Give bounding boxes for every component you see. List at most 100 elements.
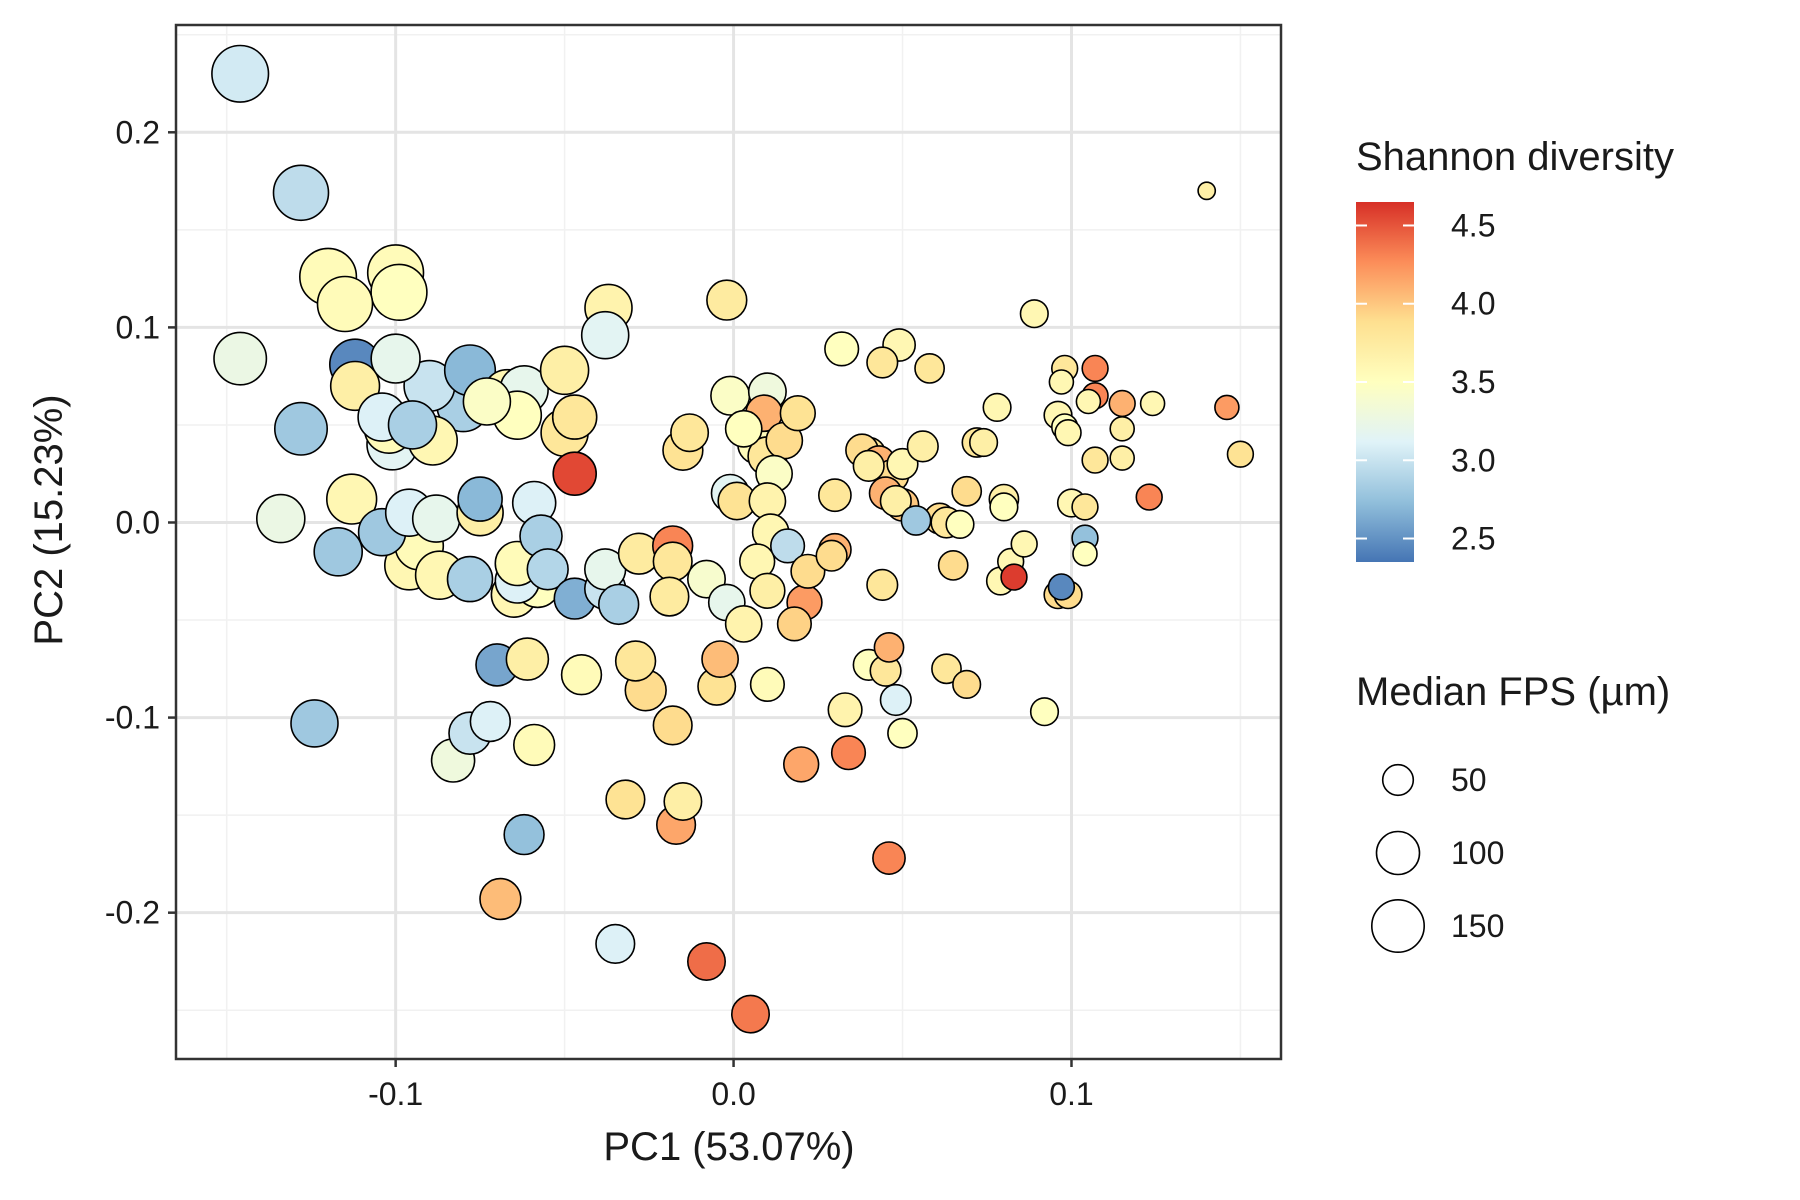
data-point xyxy=(815,539,848,572)
size-legend-key xyxy=(1371,898,1426,953)
data-point xyxy=(457,476,503,522)
data-point xyxy=(1071,493,1099,521)
data-point xyxy=(663,781,703,821)
data-point xyxy=(724,605,763,643)
data-point xyxy=(479,877,522,921)
data-point xyxy=(597,583,640,626)
color-legend-label: 4.5 xyxy=(1451,207,1495,243)
data-point xyxy=(560,653,603,696)
data-points xyxy=(174,23,1283,1061)
data-point xyxy=(614,640,657,682)
data-point xyxy=(701,640,740,679)
data-point xyxy=(1109,415,1135,442)
data-point xyxy=(686,941,726,981)
data-point xyxy=(827,692,863,728)
data-point xyxy=(1081,354,1109,383)
data-point xyxy=(272,164,330,222)
data-point xyxy=(951,475,983,507)
data-point xyxy=(1029,697,1060,727)
data-point xyxy=(710,375,751,416)
data-point xyxy=(1109,445,1135,471)
data-point xyxy=(290,699,339,748)
data-point xyxy=(1226,440,1255,468)
data-point xyxy=(1081,446,1109,474)
data-point xyxy=(539,345,590,396)
data-point xyxy=(446,555,494,603)
data-point xyxy=(313,526,364,577)
y-tick-label: -0.1 xyxy=(105,700,160,736)
data-point xyxy=(724,409,763,448)
data-point xyxy=(945,509,975,540)
size-legend: Median FPS (µm) 50 100 150 xyxy=(1356,670,1670,953)
data-point xyxy=(769,528,806,564)
data-point xyxy=(1197,181,1217,201)
data-point xyxy=(968,427,999,458)
y-axis: -0.2 -0.1 0.0 0.1 0.2 xyxy=(105,114,176,931)
data-point xyxy=(1072,540,1098,567)
y-tick-label: 0.2 xyxy=(116,114,160,150)
data-point xyxy=(879,683,912,717)
data-point xyxy=(818,478,852,513)
data-point xyxy=(326,473,378,525)
data-point xyxy=(503,813,545,856)
x-tick-label: 0.0 xyxy=(711,1076,755,1112)
data-point xyxy=(370,263,428,321)
data-point xyxy=(411,494,461,543)
data-point xyxy=(1214,394,1240,421)
data-point xyxy=(776,606,813,642)
data-point xyxy=(749,572,786,609)
data-point xyxy=(526,548,569,591)
data-point xyxy=(670,413,710,453)
data-point xyxy=(605,779,646,820)
data-point xyxy=(900,505,932,536)
data-point xyxy=(1047,573,1076,601)
x-tick-label: -0.1 xyxy=(368,1076,423,1112)
color-legend-label: 3.5 xyxy=(1451,364,1495,400)
data-point xyxy=(652,541,693,582)
y-tick-label: 0.1 xyxy=(116,309,160,345)
data-point xyxy=(937,550,969,581)
size-legend-label: 100 xyxy=(1451,835,1504,871)
size-legend-label: 50 xyxy=(1451,762,1487,798)
y-axis-title: PC2 (15.23%) xyxy=(27,394,71,645)
color-legend: Shannon diversity 2.5 3.0 3.5 4.0 4.5 xyxy=(1356,135,1674,562)
data-point xyxy=(887,717,918,749)
data-point xyxy=(652,705,693,746)
data-point xyxy=(1048,369,1075,395)
data-point xyxy=(505,637,550,681)
data-point xyxy=(873,632,905,663)
data-point xyxy=(730,994,770,1034)
data-point xyxy=(866,346,899,379)
size-legend-title: Median FPS (µm) xyxy=(1356,670,1670,714)
data-point xyxy=(824,331,860,367)
data-point xyxy=(316,275,374,333)
data-point xyxy=(469,700,511,743)
size-legend-label: 150 xyxy=(1451,908,1504,944)
data-point xyxy=(580,310,630,360)
data-point xyxy=(866,568,899,602)
x-tick-label: 0.1 xyxy=(1049,1076,1093,1112)
data-point xyxy=(213,331,268,386)
size-legend-key xyxy=(1375,830,1421,876)
data-point xyxy=(512,723,556,767)
x-axis-title: PC1 (53.07%) xyxy=(603,1125,854,1169)
data-point xyxy=(649,576,690,617)
panel-border xyxy=(174,23,1283,1061)
y-tick-label: 0.0 xyxy=(116,504,160,540)
data-point xyxy=(1108,389,1136,418)
data-point xyxy=(906,430,939,463)
data-point xyxy=(551,394,598,440)
data-point xyxy=(1019,299,1049,329)
data-point xyxy=(255,493,306,544)
data-point xyxy=(782,746,820,783)
data-point xyxy=(914,352,946,384)
data-point xyxy=(1139,390,1166,417)
data-point xyxy=(1135,483,1163,511)
data-point xyxy=(790,553,826,589)
data-point xyxy=(211,44,270,103)
data-point xyxy=(879,484,912,518)
data-point xyxy=(779,395,816,432)
data-point xyxy=(830,735,867,771)
data-point xyxy=(595,923,636,965)
